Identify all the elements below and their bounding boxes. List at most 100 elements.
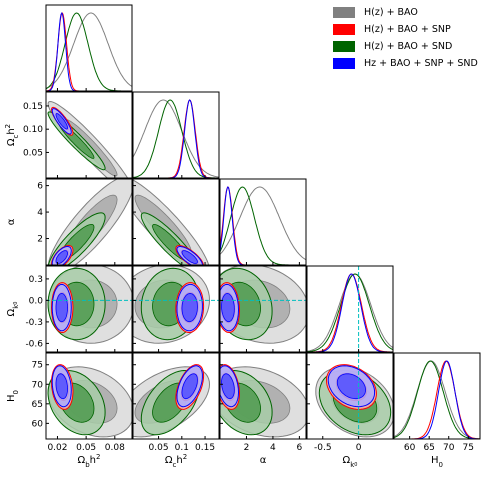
marginal-panel-k0 (307, 273, 393, 352)
x-tick-label-: 6 (297, 443, 303, 453)
contour-panel-c-h-2-vs-k0 (133, 266, 211, 344)
marginal-panel-c-h-2 (133, 99, 219, 178)
x-tick-label-k0: 0 (356, 443, 362, 453)
y-axis-label-k0: Ωk0 (6, 302, 20, 317)
y-tick-label-k0: 0.0 (29, 296, 44, 306)
marginal-hz-bao-snp-snd (220, 186, 306, 265)
panel-frame (306, 352, 394, 440)
y-tick-label-k0: 0.3 (29, 275, 43, 285)
legend-swatch-hz-bao (333, 7, 355, 18)
marginal-h-z-bao-snd (46, 12, 132, 91)
x-tick-label-h-0: 70 (443, 443, 455, 453)
axis-label-part: α (260, 455, 267, 466)
legend-swatch-hz-bao-snp (333, 24, 355, 35)
x-tick-label-: 2 (244, 443, 250, 453)
contour-hz-bao-snp-snd-1sigma (221, 373, 235, 400)
contour-panel--vs-h-0 (220, 364, 306, 438)
panel-frame (45, 4, 133, 92)
legend-label-hz-bao-snd: H(z) + BAO + SND (364, 41, 453, 52)
panel-frame (132, 265, 220, 353)
panel-frame (45, 91, 133, 179)
panel-frame (219, 265, 307, 353)
y-tick-label-: 6 (37, 182, 43, 192)
x-tick-label-b-h-2: 0.05 (76, 443, 96, 453)
contour-hz-bao-snp-snd-1sigma (181, 250, 198, 264)
legend-label-hz-bao: H(z) + BAO (364, 7, 418, 18)
axis-label-part: c (12, 135, 20, 139)
panel-frame (45, 352, 133, 440)
x-tick-label-h-0: 75 (463, 443, 474, 453)
y-tick-label-: 2 (37, 235, 43, 245)
marginal-h-z-bao-snp (46, 12, 132, 91)
x-tick-label-: 4 (270, 443, 276, 453)
axis-label-part: k (350, 461, 355, 469)
legend-item-hz-bao-snp: H(z) + BAO + SNP (333, 21, 478, 38)
contour-hz-bao-snp-snd-1sigma (55, 250, 69, 264)
axis-label-part: k (12, 304, 20, 309)
legend: H(z) + BAO H(z) + BAO + SNP H(z) + BAO +… (333, 4, 478, 72)
contour-panel-c-h-2-vs-h-0 (133, 364, 211, 438)
axis-label-part: Ω (343, 455, 351, 466)
y-tick-label-h-0: 75 (32, 361, 43, 371)
x-tick-label-c-h-2: 0.15 (195, 443, 215, 453)
axis-label-part: 2 (4, 124, 12, 128)
y-tick-label-h-0: 60 (32, 419, 44, 429)
y-axis-label-c-h-2: Ωch2 (4, 124, 20, 146)
marginal-h-z-bao (307, 273, 393, 352)
axis-label-part: h (90, 455, 96, 466)
contour-hz-bao-snp-snd-1sigma (221, 292, 235, 323)
axis-label-part: H (6, 394, 17, 402)
legend-label-hz-bao-snp-snd: Hz + BAO + SNP + SND (364, 58, 478, 69)
axis-label-part: h (6, 128, 17, 134)
contour-hz-bao-snp-snd-1sigma (55, 292, 69, 323)
legend-item-hz-bao: H(z) + BAO (333, 4, 478, 21)
marginal-h-z-bao-snp (307, 273, 393, 352)
marginal-hz-bao-snp-snd (46, 11, 132, 91)
marginal-h-z-bao-snp (394, 360, 480, 439)
marginal-h-z-bao (133, 99, 219, 178)
y-tick-label-h-0: 65 (32, 400, 43, 410)
x-axis-label-c-h-2: Ωch2 (165, 453, 187, 469)
contour-panel-c-h-2-vs- (133, 179, 210, 265)
contour-hz-bao-snp-snd-1sigma (55, 113, 69, 130)
axis-label-part: 2 (183, 453, 187, 461)
axis-label-part: Ω (78, 455, 86, 466)
marginal-h-z-bao (394, 360, 480, 439)
y-tick-label-k0: -0.6 (25, 339, 43, 349)
x-tick-label-c-h-2: 0.05 (149, 443, 169, 453)
x-axis-label-k0: Ωk0 (343, 455, 358, 469)
marginal-panel-h-0 (394, 360, 480, 439)
marginal-h-z-bao (46, 12, 132, 89)
axis-label-part: b (85, 461, 90, 469)
marginal-h-z-bao-snp (133, 99, 219, 178)
contour-panel--vs-k0 (220, 266, 306, 344)
y-tick-label-: 4 (37, 208, 43, 218)
contour-panel-b-h-2-vs-k0 (47, 266, 132, 344)
marginal-hz-bao-snp-snd (133, 99, 219, 178)
legend-swatch-hz-bao-snp-snd (333, 58, 355, 69)
axis-label-part: H (431, 455, 439, 466)
axis-label-part: 0 (12, 390, 20, 394)
x-tick-label-b-h-2: 0.02 (47, 443, 67, 453)
legend-item-hz-bao-snp-snd: Hz + BAO + SNP + SND (333, 55, 478, 72)
panel-frame (306, 265, 394, 353)
x-tick-label-b-h-2: 0.08 (105, 443, 125, 453)
panel-frame (45, 265, 133, 353)
marginal-h-z-bao-snp (220, 186, 306, 265)
axis-label-part: Ω (6, 138, 17, 146)
contour-hz-bao-snp-snd-1sigma (181, 293, 198, 323)
y-tick-label-k0: -0.3 (25, 318, 43, 328)
panel-frame (132, 91, 220, 179)
x-tick-label-h-0: 65 (423, 443, 434, 453)
axis-label-part: 2 (96, 453, 100, 461)
y-axis-label-h-0: H0 (6, 390, 20, 402)
panel-frame (219, 178, 307, 266)
axis-label-part: 0 (13, 302, 19, 305)
panel-frame (219, 352, 307, 440)
axis-label-part: α (6, 218, 17, 225)
x-axis-label-: α (260, 455, 267, 466)
axis-label-part: c (172, 461, 176, 469)
x-tick-label-h-0: 60 (404, 443, 416, 453)
